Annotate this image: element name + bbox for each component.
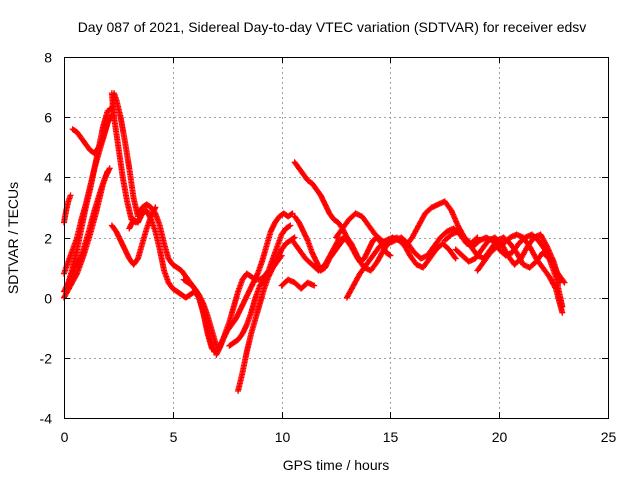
- y-tick-label: 0: [44, 291, 52, 307]
- series-track-e: [65, 165, 113, 286]
- series-track-m: [213, 222, 294, 358]
- data-point: [277, 253, 284, 260]
- y-tick-label: 2: [44, 231, 52, 247]
- series-track-n: [235, 234, 298, 394]
- data-point: [67, 192, 74, 199]
- data-point: [543, 242, 550, 249]
- x-tick-label: 25: [601, 429, 617, 445]
- data-point: [559, 309, 566, 316]
- data-point: [77, 253, 84, 260]
- data-point: [106, 165, 113, 172]
- series-track-a: [61, 192, 74, 226]
- series-track-h: [108, 90, 139, 226]
- data-point: [451, 254, 458, 261]
- data-point: [386, 251, 393, 258]
- data-point: [387, 252, 394, 259]
- data-point: [288, 211, 295, 218]
- x-axis-title: GPS time / hours: [283, 457, 390, 473]
- series-track-l: [180, 210, 296, 355]
- data-point: [134, 256, 141, 263]
- data-point: [278, 252, 285, 259]
- y-tick-label: -4: [40, 411, 53, 427]
- y-tick-label: -2: [40, 351, 53, 367]
- data-point: [311, 282, 318, 289]
- x-tick-label: 0: [61, 429, 69, 445]
- data-point: [291, 234, 298, 241]
- data-point: [289, 210, 296, 217]
- data-point: [552, 284, 559, 291]
- x-tick-label: 10: [275, 429, 291, 445]
- data-point: [473, 235, 480, 242]
- series-track-w: [452, 231, 564, 286]
- y-tick-label: 6: [44, 110, 52, 126]
- y-axis-title: SDTVAR / TECUs: [5, 182, 21, 294]
- data-point: [452, 255, 459, 262]
- x-tick-label: 15: [383, 429, 399, 445]
- series-track-p: [291, 159, 350, 241]
- ticks-layer: [64, 57, 609, 419]
- data-point: [557, 279, 564, 286]
- chart-title: Day 087 of 2021, Sidereal Day-to-day VTE…: [78, 19, 587, 35]
- x-tick-label: 5: [170, 429, 178, 445]
- series-track-x: [474, 231, 566, 316]
- x-tick-label: 20: [492, 429, 508, 445]
- tick-labels-layer: 0 5 10 15 20 25 -4 -2 0 2 4 6 8: [40, 50, 617, 446]
- data-point: [474, 234, 481, 241]
- y-tick-label: 8: [44, 50, 52, 66]
- series-track-r: [278, 276, 318, 292]
- data-point: [287, 222, 294, 229]
- y-tick-label: 4: [44, 170, 52, 186]
- series-track-k: [126, 207, 215, 352]
- series-track-f: [69, 111, 115, 157]
- data-point: [286, 223, 293, 230]
- data-layer: [61, 90, 568, 394]
- series-track-o: [226, 252, 285, 349]
